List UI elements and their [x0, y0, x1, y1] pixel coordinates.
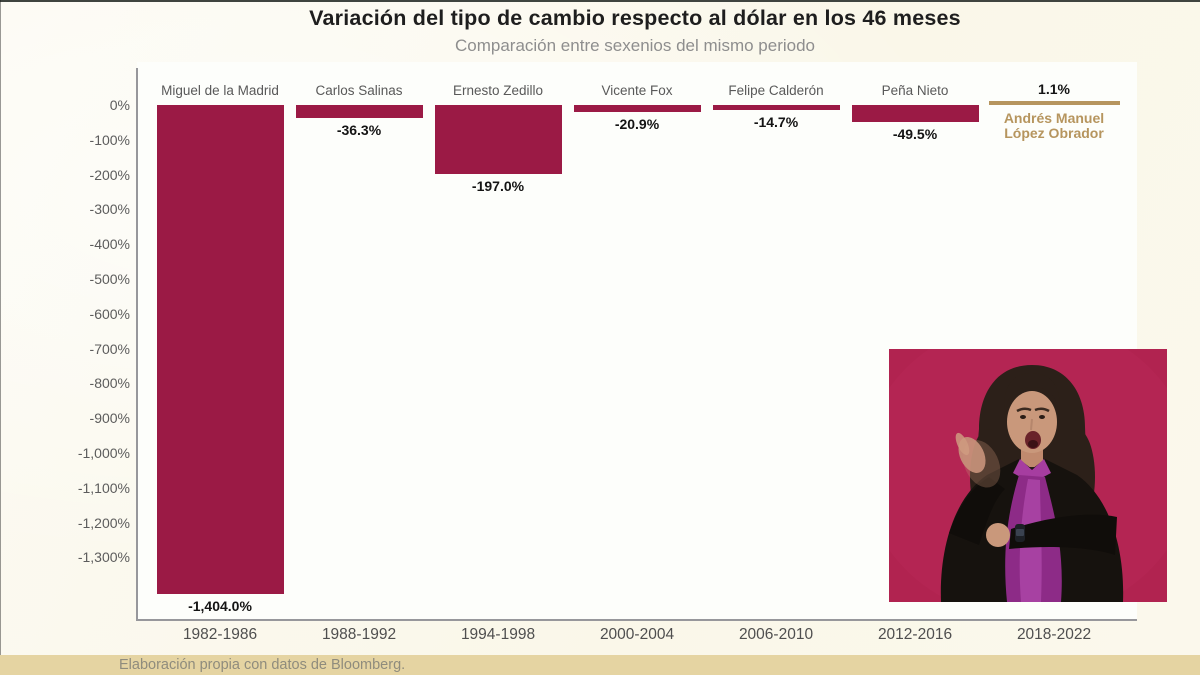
value-label: -14.7% [753, 114, 799, 131]
x-axis-line [136, 619, 1137, 621]
x-tick-label: 2012-2016 [877, 626, 953, 643]
y-tick-label: -700% [89, 340, 130, 357]
y-tick-label: -1,000% [77, 445, 130, 461]
y-tick-label: -1,100% [77, 479, 130, 496]
chart-title: Variación del tipo de cambio respecto al… [309, 6, 961, 30]
x-tick-label: 1994-1998 [460, 626, 536, 643]
source-text: Elaboración propia con datos de Bloomber… [119, 657, 406, 673]
y-tick-label: -800% [89, 375, 130, 392]
x-tick-label: 1988-1992 [321, 626, 397, 643]
bar-highlight [988, 101, 1120, 105]
president-label: Peña Nieto [881, 83, 949, 98]
x-tick-label: 2018-2022 [1016, 626, 1092, 643]
bar [295, 105, 423, 118]
y-tick-label: -500% [89, 271, 130, 287]
x-tick-label: 1982-1986 [182, 626, 258, 643]
value-label: -1,404.0% [188, 597, 252, 614]
y-tick-label: -1,300% [77, 549, 130, 566]
value-label: -36.3% [336, 121, 382, 138]
frame-left-border [0, 0, 1, 675]
y-tick-label: -200% [89, 166, 130, 183]
bar [573, 105, 701, 113]
president-label: Felipe Calderón [728, 83, 824, 98]
y-tick-label: -1,200% [77, 514, 130, 531]
frame-top-border [0, 0, 1200, 2]
value-label: 1.1% [1038, 81, 1070, 97]
president-label: Miguel de la Madrid [161, 83, 279, 98]
interpreter-illustration [889, 349, 1167, 602]
value-label: -20.9% [614, 116, 660, 133]
chart-subtitle: Comparación entre sexenios del mismo per… [454, 36, 815, 55]
source-footer: Elaboración propia con datos de Bloomber… [0, 655, 1200, 675]
y-axis-line [136, 68, 138, 621]
value-label: -197.0% [471, 177, 525, 194]
y-tick-label: -400% [89, 236, 130, 253]
president-label: Vicente Fox [601, 83, 673, 98]
sign-language-interpreter-video [889, 349, 1167, 602]
bar [434, 105, 562, 174]
y-tick-label: -900% [89, 410, 130, 427]
y-tick-label: -600% [89, 305, 130, 322]
x-tick-label: 2006-2010 [738, 626, 814, 643]
y-tick-label: 0% [109, 97, 130, 113]
president-label: Carlos Salinas [315, 83, 403, 98]
y-tick-label: -100% [89, 131, 130, 148]
y-tick-label: -300% [89, 201, 130, 218]
bar [712, 105, 840, 111]
president-label: Andrés Manuel López Obrador [1003, 110, 1105, 141]
bar [851, 105, 979, 123]
bar [156, 105, 284, 594]
value-label: -49.5% [892, 126, 938, 143]
president-label: Ernesto Zedillo [452, 83, 544, 98]
x-tick-label: 2000-2004 [599, 626, 675, 643]
